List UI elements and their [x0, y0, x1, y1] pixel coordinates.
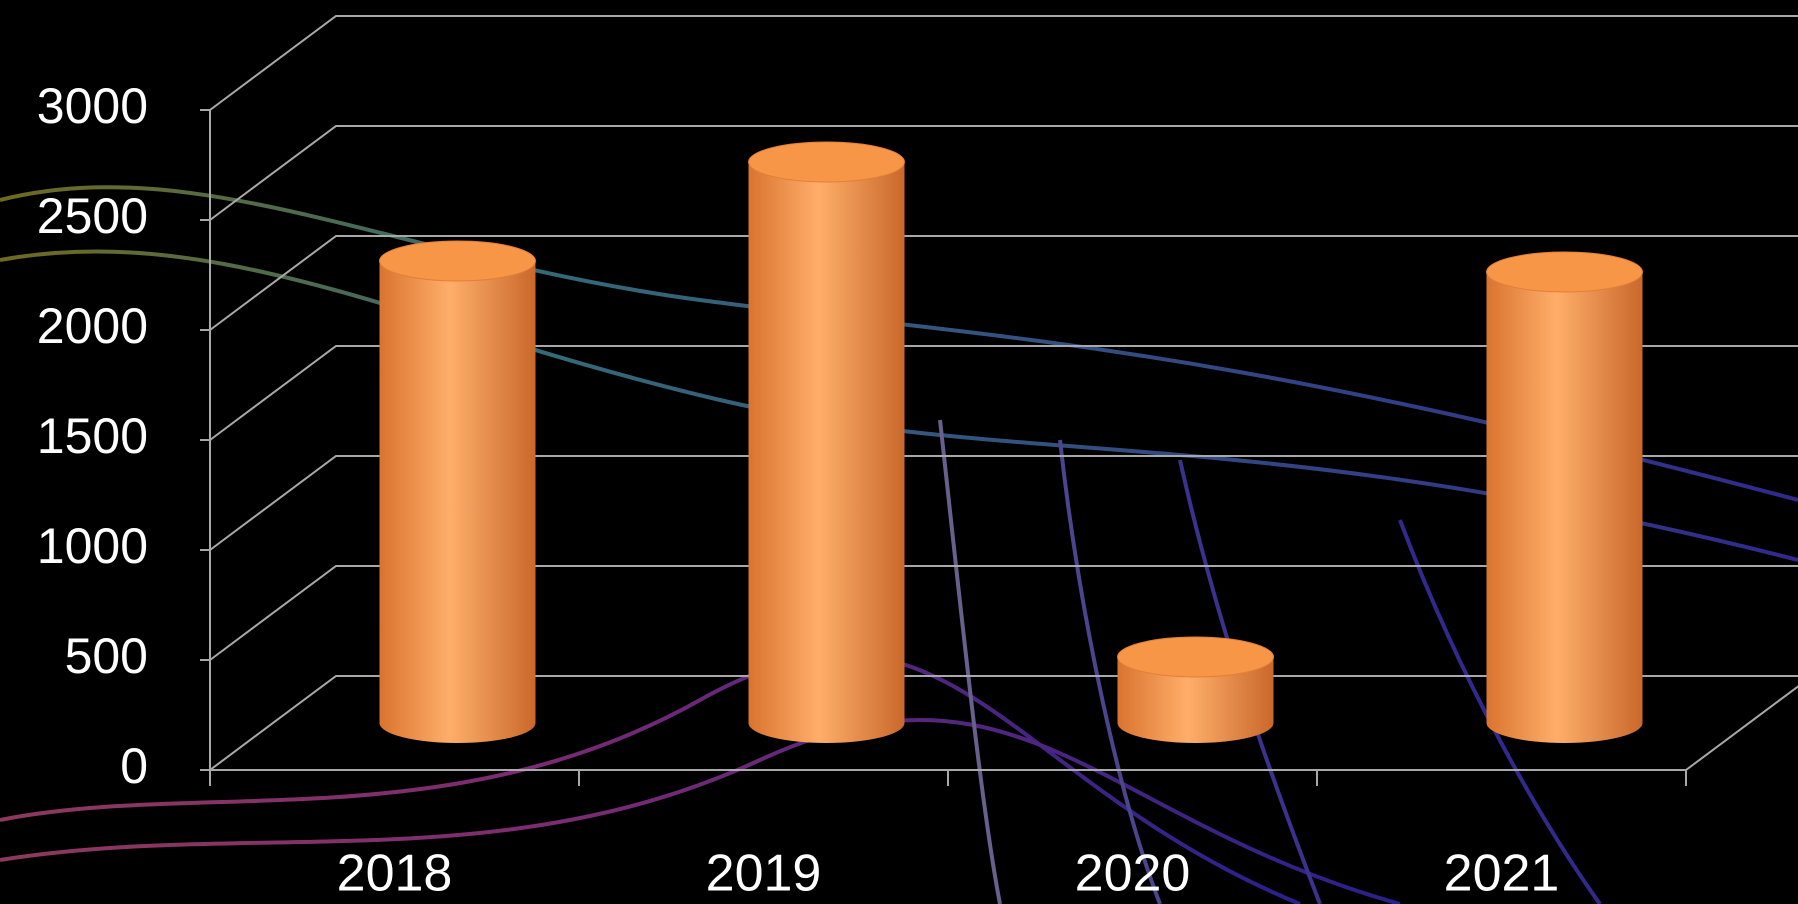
bar-body	[748, 162, 905, 743]
grid-line	[209, 675, 1798, 771]
grid-line	[209, 345, 1798, 441]
grid-line	[209, 15, 1798, 111]
y-tick-label: 500	[65, 628, 148, 684]
bar-top	[1117, 636, 1274, 678]
grid-line	[209, 125, 1798, 221]
y-tick-label: 2000	[37, 298, 148, 354]
axes: 0 500 1000 1500 2000 2500 3000 2018 2019 2020 2021	[37, 15, 1798, 903]
bar-top	[1486, 251, 1643, 293]
y-tick-label: 2500	[37, 188, 148, 244]
x-tick-label: 2021	[1444, 845, 1560, 903]
x-tick-label: 2020	[1075, 845, 1191, 903]
bar-body	[1117, 657, 1274, 743]
x-tick-label: 2018	[337, 845, 453, 903]
floor-edge	[1685, 685, 1798, 771]
x-tick-label: 2019	[706, 845, 822, 903]
grid-line	[209, 235, 1798, 331]
y-tick-label: 3000	[37, 78, 148, 134]
y-tick-label: 0	[120, 738, 148, 794]
bar-body	[379, 261, 536, 743]
grid-line	[209, 565, 1798, 661]
y-tick-label: 1000	[37, 518, 148, 574]
bar-top	[748, 141, 905, 183]
bar-top	[379, 240, 536, 282]
bars	[379, 141, 1643, 743]
bar-body	[1486, 272, 1643, 743]
y-tick-label: 1500	[37, 408, 148, 464]
grid-line	[209, 455, 1798, 551]
